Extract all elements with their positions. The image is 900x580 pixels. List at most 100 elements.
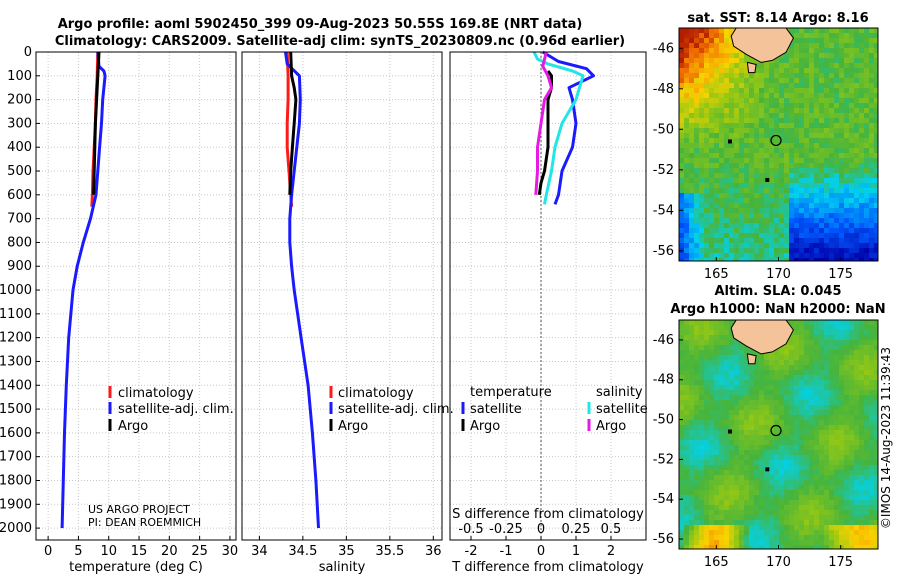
map-cell (819, 340, 825, 346)
map-cell (789, 258, 795, 261)
map-cell (739, 545, 745, 549)
map-cell (869, 83, 875, 89)
map-cell (749, 108, 755, 114)
map-cell (789, 228, 795, 234)
map-cell (719, 455, 725, 461)
map-cell (784, 148, 790, 154)
map-cell (744, 470, 750, 476)
map-cell (744, 465, 750, 471)
map-cell (799, 505, 805, 511)
map-cell (829, 68, 835, 74)
map-cell (769, 123, 775, 129)
map-cell (704, 490, 710, 496)
map-cell (739, 73, 745, 79)
map-cell (734, 128, 740, 134)
map-cell (764, 158, 770, 164)
map-cell (834, 500, 840, 506)
map-cell (854, 178, 860, 184)
map-cell (869, 78, 875, 84)
map-cell (809, 465, 815, 471)
map-cell (774, 233, 780, 239)
map-cell (734, 153, 740, 159)
map-cell (739, 98, 745, 104)
map-cell (769, 470, 775, 476)
map-cell (699, 208, 705, 214)
depth-tick-label: 700 (7, 212, 32, 227)
map-cell (834, 123, 840, 129)
map-cell (869, 540, 875, 546)
map-cell (774, 470, 780, 476)
map-cell (854, 208, 860, 214)
map-cell (699, 148, 705, 154)
map-cell (814, 470, 820, 476)
map-cell (864, 213, 870, 219)
map-cell (684, 258, 690, 261)
map-cell (734, 360, 740, 366)
map-cell (789, 143, 795, 149)
map-cell (809, 320, 815, 326)
map-cell (704, 178, 710, 184)
map-cell (734, 480, 740, 486)
map-cell (784, 88, 790, 94)
map-cell (769, 78, 775, 84)
map-cell (764, 73, 770, 79)
map-cell (694, 58, 700, 64)
map-cell (779, 470, 785, 476)
map-cell (724, 113, 730, 119)
map-cell (709, 490, 715, 496)
map-cell (684, 385, 690, 391)
map-cell (839, 425, 845, 431)
map-cell (864, 153, 870, 159)
map-cell (854, 380, 860, 386)
map-cell (794, 530, 800, 536)
map-cell (794, 475, 800, 481)
map-cell (794, 38, 800, 44)
map-cell (739, 113, 745, 119)
map-cell (684, 118, 690, 124)
map-cell (759, 78, 765, 84)
map-cell (689, 58, 695, 64)
map-cell (779, 98, 785, 104)
map-cell (759, 163, 765, 169)
map-cell (819, 500, 825, 506)
map-cell (809, 455, 815, 461)
map-cell (794, 345, 800, 351)
map-cell (849, 83, 855, 89)
map-cell (709, 355, 715, 361)
map-cell (759, 490, 765, 496)
map-cell (679, 93, 685, 99)
map-cell (769, 128, 775, 134)
map-cell (809, 38, 815, 44)
map-cell (709, 385, 715, 391)
sst-map-title: sat. SST: 8.14 Argo: 8.16 (687, 11, 868, 26)
map-cell (699, 103, 705, 109)
map-cell (739, 440, 745, 446)
map-cell (714, 158, 720, 164)
map-cell (759, 88, 765, 94)
map-cell (824, 370, 830, 376)
map-cell (844, 515, 850, 521)
map-cell (704, 500, 710, 506)
map-cell (714, 208, 720, 214)
map-cell (764, 203, 770, 209)
map-cell (819, 385, 825, 391)
map-cell (829, 435, 835, 441)
map-cell (724, 58, 730, 64)
map-cell (684, 425, 690, 431)
map-cell (734, 203, 740, 209)
map-cell (739, 193, 745, 199)
map-cell (854, 340, 860, 346)
map-cell (874, 460, 878, 466)
map-cell (849, 445, 855, 451)
map-cell (709, 530, 715, 536)
map-cell (739, 410, 745, 416)
x-tick-label: 34 (251, 544, 268, 559)
map-cell (864, 370, 870, 376)
map-cell (869, 33, 875, 39)
map-cell (789, 475, 795, 481)
map-cell (839, 370, 845, 376)
map-cell (854, 425, 860, 431)
map-cell (689, 500, 695, 506)
map-cell (679, 48, 685, 54)
map-cell (679, 535, 685, 541)
